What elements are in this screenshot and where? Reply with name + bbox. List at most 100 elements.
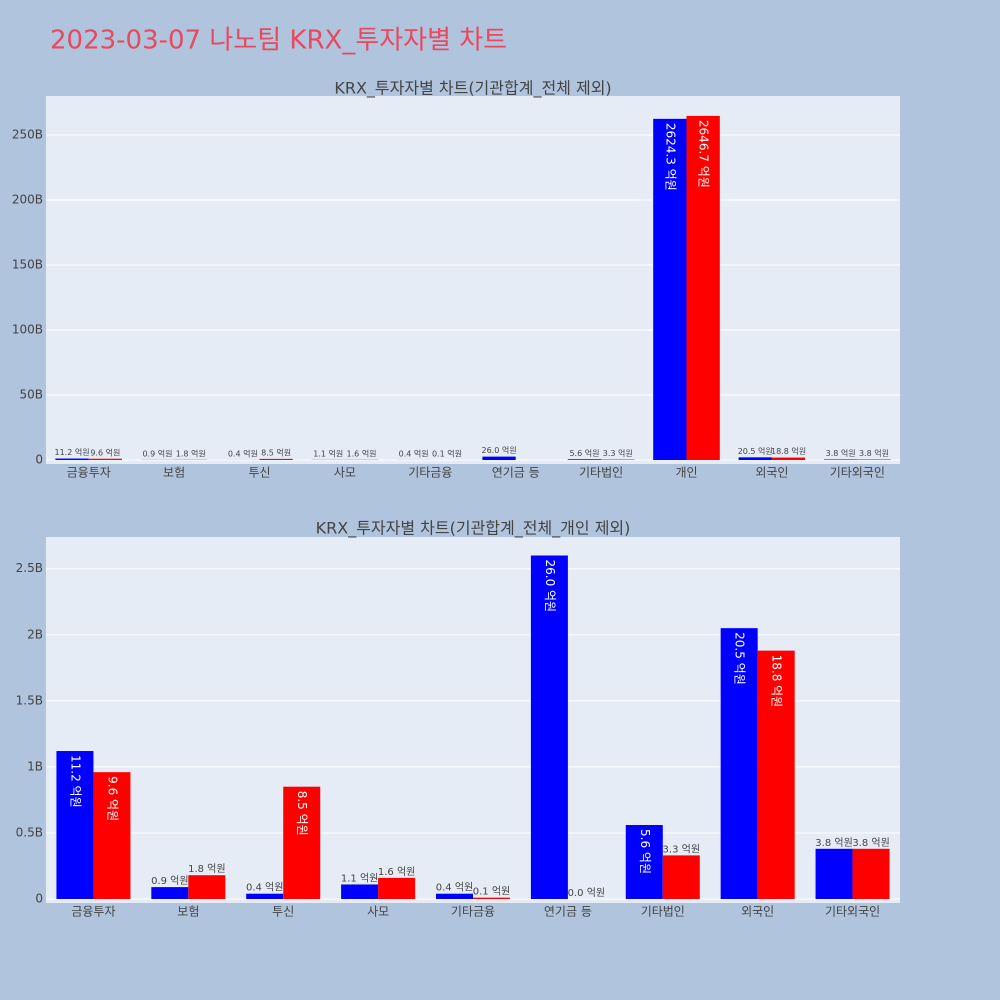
y-tick-label: 0.5B bbox=[16, 825, 43, 839]
value-label: 20.5 억원 bbox=[733, 632, 747, 685]
value-label: 1.6 억원 bbox=[378, 866, 415, 878]
value-label: 0.1 억원 bbox=[432, 448, 462, 458]
bar bbox=[662, 855, 700, 899]
value-label: 11.2 억원 bbox=[68, 755, 82, 808]
bar bbox=[473, 897, 511, 899]
value-label: 1.8 억원 bbox=[188, 863, 225, 875]
x-tick-label: 금융투자 bbox=[67, 466, 111, 480]
value-label: 3.8 억원 bbox=[859, 448, 889, 458]
x-tick-label: 기타금융 bbox=[451, 905, 495, 919]
bar bbox=[88, 458, 123, 460]
bar bbox=[188, 875, 226, 899]
x-tick-label: 사모 bbox=[334, 466, 356, 480]
x-tick-label: 보험 bbox=[177, 905, 199, 919]
x-tick-label: 기타법인 bbox=[579, 466, 623, 480]
x-tick-label: 사모 bbox=[367, 905, 389, 919]
x-tick-label: 외국인 bbox=[755, 466, 788, 480]
bar bbox=[625, 825, 663, 899]
value-label: 2646.7 억원 bbox=[697, 120, 711, 188]
y-tick-label: 0 bbox=[35, 453, 43, 467]
value-label: 0.4 억원 bbox=[399, 448, 429, 458]
bar bbox=[567, 459, 602, 460]
x-tick-label: 외국인 bbox=[741, 905, 774, 919]
value-label: 1.8 억원 bbox=[176, 448, 206, 458]
bar bbox=[55, 458, 89, 460]
value-label: 3.3 억원 bbox=[603, 448, 633, 458]
value-label: 5.6 억원 bbox=[569, 448, 599, 458]
bar bbox=[259, 458, 293, 460]
value-label: 26.0 억원 bbox=[482, 445, 517, 455]
value-label: 8.5 억원 bbox=[295, 791, 309, 836]
y-tick-label: 2.5B bbox=[16, 561, 43, 575]
value-label: 0.9 억원 bbox=[151, 875, 188, 887]
x-tick-label: 연기금 등 bbox=[492, 466, 540, 480]
bar bbox=[341, 884, 379, 899]
y-tick-label: 150B bbox=[12, 258, 43, 272]
y-tick-label: 250B bbox=[12, 128, 43, 142]
value-label: 3.8 억원 bbox=[852, 837, 889, 849]
y-tick-label: 1B bbox=[27, 759, 43, 773]
bar bbox=[93, 772, 131, 899]
y-tick-label: 1.5B bbox=[16, 693, 43, 707]
bar bbox=[482, 456, 516, 460]
bar bbox=[653, 118, 687, 460]
x-tick-label: 투신 bbox=[272, 905, 294, 919]
value-label: 18.8 억원 bbox=[770, 655, 784, 708]
value-label: 3.3 억원 bbox=[663, 843, 700, 855]
x-tick-label: 기타외국인 bbox=[825, 905, 880, 919]
value-label: 9.6 억원 bbox=[105, 776, 119, 821]
value-label: 18.8 억원 bbox=[771, 446, 806, 456]
value-label: 20.5 억원 bbox=[738, 446, 773, 456]
bar bbox=[815, 848, 853, 899]
value-label: 1.6 억원 bbox=[347, 448, 377, 458]
bar bbox=[771, 457, 806, 460]
bar bbox=[738, 457, 772, 460]
bar bbox=[246, 893, 284, 899]
value-label: 8.5 억원 bbox=[261, 447, 291, 457]
value-label: 0.4 억원 bbox=[436, 882, 473, 894]
value-label: 3.8 억원 bbox=[826, 448, 856, 458]
y-tick-label: 50B bbox=[19, 388, 43, 402]
x-tick-label: 개인 bbox=[675, 466, 697, 480]
x-tick-label: 보험 bbox=[163, 466, 185, 480]
bar bbox=[686, 115, 720, 460]
bar bbox=[151, 887, 189, 899]
bar bbox=[56, 751, 94, 899]
value-label: 1.1 억원 bbox=[341, 872, 378, 884]
value-label: 2624.3 억원 bbox=[663, 123, 677, 191]
chart-title: KRX_투자자별 차트(기관합계_전체_개인 제외) bbox=[316, 519, 631, 539]
bar bbox=[757, 650, 795, 899]
y-tick-label: 2B bbox=[27, 627, 43, 641]
page-title: 2023-03-07 나노팀 KRX_투자자별 차트 bbox=[50, 26, 507, 56]
value-label: 0.4 억원 bbox=[246, 882, 283, 894]
y-tick-label: 100B bbox=[12, 323, 43, 337]
value-label: 26.0 억원 bbox=[543, 559, 557, 612]
value-label: 9.6 억원 bbox=[90, 447, 120, 457]
value-label: 3.8 억원 bbox=[815, 837, 852, 849]
value-label: 0.4 억원 bbox=[228, 448, 258, 458]
x-tick-label: 투신 bbox=[248, 466, 270, 480]
x-tick-label: 기타법인 bbox=[641, 905, 685, 919]
bar bbox=[435, 893, 473, 899]
y-tick-label: 0 bbox=[35, 892, 43, 906]
value-label: 11.2 억원 bbox=[55, 447, 90, 457]
bar bbox=[720, 628, 758, 899]
value-label: 0.9 억원 bbox=[142, 448, 172, 458]
bar bbox=[530, 555, 568, 899]
bar bbox=[852, 848, 890, 899]
bar bbox=[283, 786, 321, 899]
x-tick-label: 금융투자 bbox=[71, 905, 115, 919]
value-label: 1.1 억원 bbox=[313, 448, 343, 458]
y-tick-label: 200B bbox=[12, 193, 43, 207]
x-tick-label: 기타금융 bbox=[408, 466, 452, 480]
plot-area bbox=[46, 96, 900, 464]
value-label: 5.6 억원 bbox=[638, 829, 652, 874]
x-tick-label: 연기금 등 bbox=[544, 905, 592, 919]
value-label: 0.1 억원 bbox=[473, 886, 510, 898]
x-tick-label: 기타외국인 bbox=[830, 466, 885, 480]
chart-title: KRX_투자자별 차트(기관합계_전체 제외) bbox=[334, 79, 611, 99]
value-label: 0.0 억원 bbox=[568, 887, 605, 899]
bar bbox=[378, 877, 416, 899]
